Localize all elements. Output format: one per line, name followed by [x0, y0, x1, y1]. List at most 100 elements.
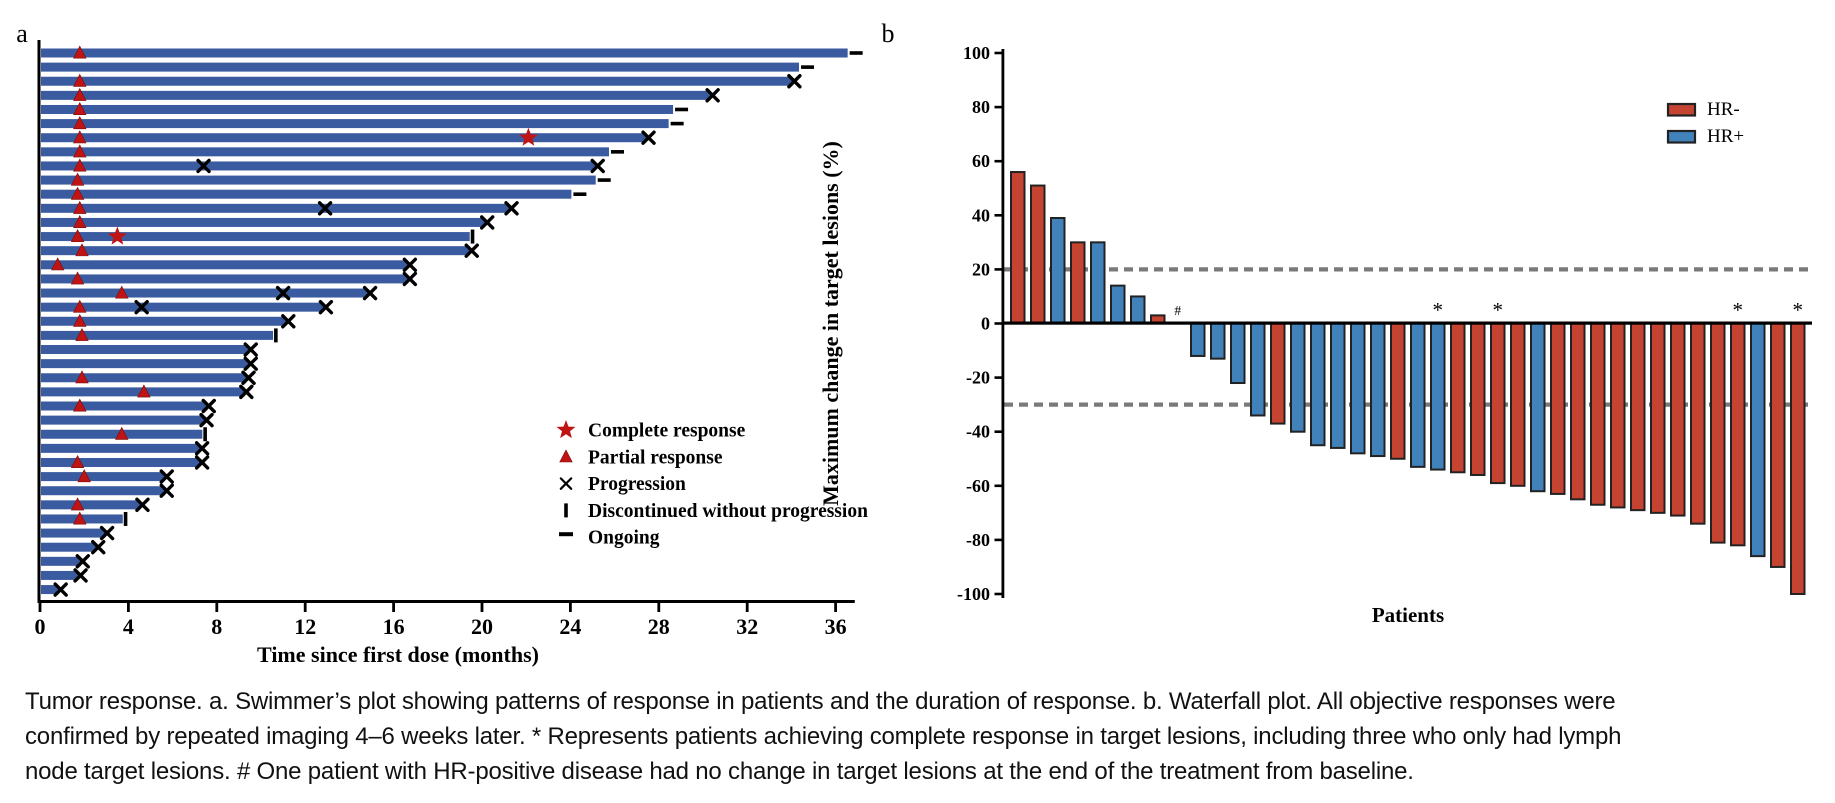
x-stroke — [402, 257, 418, 272]
waterfall-bar — [1590, 322, 1606, 506]
swimmer-x-axis-title: Time since first dose (months) — [257, 642, 539, 667]
discontinued-marker — [274, 328, 278, 343]
partial-response-marker — [73, 200, 87, 214]
waterfall-bar — [1490, 322, 1506, 485]
swimmer-x-axis — [37, 600, 855, 603]
swimmer-x-tick — [392, 603, 395, 612]
progression-marker — [362, 285, 378, 301]
swimmer-bar — [41, 288, 369, 298]
swimmer-x-tick — [38, 603, 42, 612]
swimmer-x-tick-label: 24 — [559, 614, 581, 639]
x-stroke — [590, 158, 605, 174]
partial-response-marker — [73, 299, 87, 313]
swimmer-bar — [41, 246, 470, 256]
waterfall-bar — [1670, 322, 1686, 517]
legend-complete-response-icon — [556, 420, 576, 439]
complete-response-marker — [518, 127, 538, 146]
ongoing-marker — [675, 107, 689, 112]
waterfall-y-tick — [994, 51, 1002, 55]
discontinued-marker — [123, 511, 128, 526]
caption-line: Tumor response. a. Swimmer’s plot showin… — [25, 688, 1616, 715]
waterfall-bar — [1210, 322, 1226, 360]
waterfall-bar — [1610, 322, 1626, 509]
progression-marker — [194, 455, 210, 470]
progression-marker — [317, 201, 333, 216]
figure-caption: Tumor response. a. Swimmer’s plot showin… — [25, 684, 1820, 789]
waterfall-y-tick-label: 40 — [972, 205, 990, 225]
waterfall-bar — [1550, 322, 1566, 495]
waterfall-y-tick — [994, 538, 1002, 542]
legend-partial-response-icon — [559, 449, 573, 463]
swimmer-bar — [41, 443, 201, 453]
partial-response-marker — [73, 130, 87, 144]
waterfall-y-tick — [994, 376, 1002, 379]
swimmer-bar — [41, 316, 287, 326]
swimmer-x-tick — [480, 603, 484, 612]
waterfall-zero-line — [1004, 321, 1812, 325]
legend-label: Discontinued without progression — [588, 501, 868, 522]
waterfall-bar — [1310, 322, 1326, 447]
partial-response-marker — [73, 398, 87, 412]
swimmer-bar — [41, 161, 596, 171]
swimmer-x-tick — [657, 603, 661, 612]
waterfall-y-tick-label: 80 — [972, 97, 990, 117]
x-stroke — [241, 370, 256, 385]
waterfall-y-tick — [994, 592, 1002, 596]
waterfall-bar — [1470, 322, 1486, 476]
swimmer-bar — [41, 486, 165, 496]
progression-marker — [402, 257, 418, 272]
swimmer-x-tick — [303, 603, 307, 612]
waterfall-y-axis-title: Maximum change in target lesions (%) — [818, 141, 843, 506]
partial-response-marker — [70, 229, 85, 243]
waterfall-y-tick — [994, 214, 1002, 217]
x-stroke — [201, 398, 216, 414]
swimmer-bar — [41, 189, 572, 199]
swimmer-bar — [41, 133, 647, 143]
waterfall-bar — [1790, 322, 1806, 595]
swimmer-x-tick — [745, 603, 749, 612]
swimmer-x-tick-label: 8 — [211, 614, 222, 639]
discontinued-marker — [203, 427, 207, 442]
legend-label: Progression — [588, 474, 686, 495]
partial-response-marker — [73, 214, 87, 228]
swimmer-bar — [41, 147, 609, 157]
x-stroke — [464, 243, 479, 258]
waterfall-y-tick-label: 100 — [963, 43, 990, 63]
partial-response-marker — [73, 102, 87, 115]
x-stroke — [362, 285, 378, 301]
complete-response-asterisk: * — [1493, 298, 1504, 322]
waterfall-y-tick-label: -20 — [966, 368, 990, 388]
progression-marker — [201, 398, 216, 414]
partial-response-marker — [70, 497, 85, 511]
waterfall-y-tick-label: -60 — [966, 476, 990, 496]
progression-marker — [135, 497, 150, 513]
waterfall-bar — [1430, 322, 1446, 471]
x-stroke — [159, 469, 174, 484]
waterfall-bar — [1130, 295, 1146, 325]
waterfall-y-tick — [994, 484, 1002, 488]
waterfall-bar — [1570, 322, 1586, 501]
swimmer-bar — [41, 415, 205, 425]
ongoing-marker — [670, 121, 684, 126]
x-stroke — [91, 540, 106, 555]
waterfall-bar — [1050, 217, 1066, 325]
swimmer-bar — [41, 373, 247, 383]
swimmer-bar — [41, 585, 59, 595]
panel-b-label: b — [882, 19, 895, 48]
progression-marker — [464, 243, 479, 258]
waterfall-y-tick-label: 0 — [981, 314, 990, 334]
waterfall-bar — [1350, 322, 1366, 455]
legend-label: Complete response — [588, 421, 746, 442]
waterfall-bar — [1110, 284, 1126, 325]
progression-marker — [641, 130, 656, 145]
waterfall-y-tick-label: 60 — [972, 151, 990, 171]
x-stroke — [194, 441, 210, 456]
waterfall-bar — [1630, 322, 1646, 512]
progression-marker — [194, 441, 210, 456]
x-stroke — [243, 356, 258, 371]
progression-marker — [705, 88, 720, 103]
x-stroke — [317, 201, 333, 216]
waterfall-y-tick — [994, 105, 1002, 109]
x-stroke — [641, 130, 656, 145]
swimmer-y-axis — [37, 40, 41, 603]
